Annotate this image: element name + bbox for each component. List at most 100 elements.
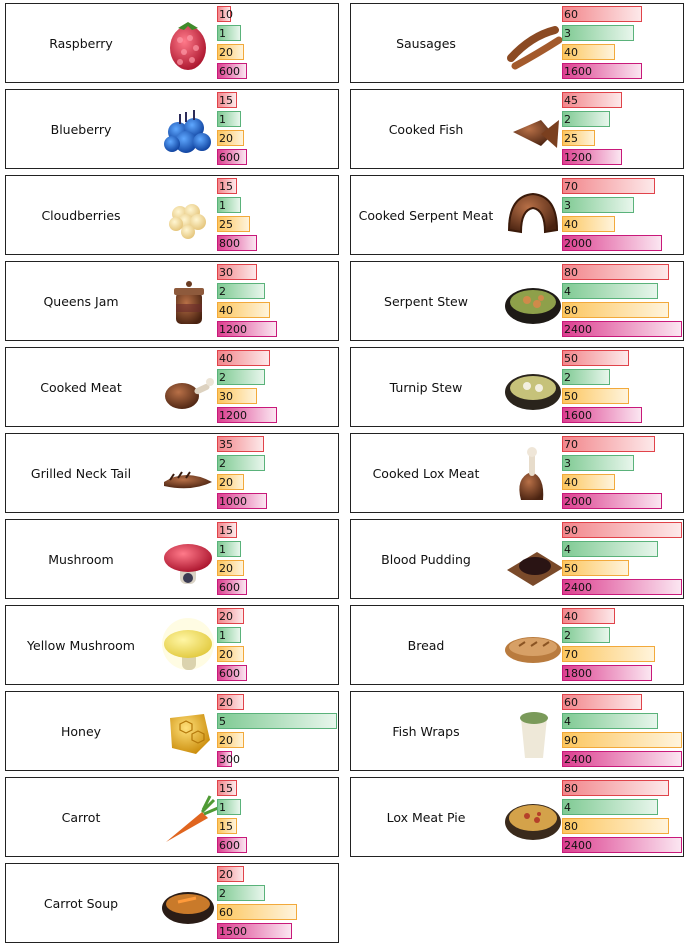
- food-card: Carrot Soup 20 2 60 1500: [5, 863, 339, 943]
- stat-bars: 20 2 60 1500: [217, 866, 337, 942]
- duration-bar: 1600: [562, 63, 642, 79]
- stamina-bar: 70: [562, 646, 655, 662]
- food-card: Bread 40 2 70 1800: [350, 605, 684, 685]
- food-card: Carrot 15 1 15 600: [5, 777, 339, 857]
- regen-bar: 4: [562, 713, 658, 729]
- food-card: Yellow Mushroom 20 1 20 600: [5, 605, 339, 685]
- stamina-bar: 40: [562, 216, 615, 232]
- food-card: Blueberry 15 1 20 600: [5, 89, 339, 169]
- food-card: Blood Pudding 90 4 50 2400: [350, 519, 684, 599]
- stat-bars: 60 4 90 2400: [562, 694, 682, 770]
- food-name: Cooked Lox Meat: [372, 465, 480, 481]
- food-card: Grilled Neck Tail 35 2 20 1000: [5, 433, 339, 513]
- regen-bar: 4: [562, 541, 658, 557]
- stamina-bar: 20: [217, 44, 244, 60]
- lox-meat-pie-icon: [501, 786, 565, 850]
- regen-bar: 2: [217, 885, 265, 901]
- health-bar: 60: [562, 694, 642, 710]
- regen-bar: 1: [217, 541, 241, 557]
- health-bar: 15: [217, 780, 237, 796]
- duration-bar: 300: [217, 751, 240, 767]
- health-bar: 40: [562, 608, 615, 624]
- honey-icon: [156, 700, 220, 764]
- duration-bar: 1000: [217, 493, 267, 509]
- food-name: Carrot Soup: [43, 895, 119, 911]
- duration-bar: 600: [217, 149, 247, 165]
- stamina-bar: 30: [217, 388, 257, 404]
- food-card: Cooked Lox Meat 70 3 40 2000: [350, 433, 684, 513]
- stat-bars: 10 1 20 600: [217, 6, 337, 82]
- stat-bars: 30 2 40 1200: [217, 264, 337, 340]
- blood-pudding-icon: [501, 528, 565, 592]
- stat-bars: 20 1 20 600: [217, 608, 337, 684]
- food-card: Raspberry 10 1 20 600: [5, 3, 339, 83]
- food-name: Cooked Serpent Meat: [358, 207, 494, 223]
- stat-bars: 40 2 30 1200: [217, 350, 337, 426]
- regen-bar: 2: [217, 283, 265, 299]
- duration-bar: 2000: [562, 235, 662, 251]
- carrot-soup-icon: [156, 872, 220, 936]
- fish-wraps-icon: [501, 700, 565, 764]
- cloudberries-icon: [156, 184, 220, 248]
- food-name: Grilled Neck Tail: [30, 465, 132, 481]
- stat-bars: 35 2 20 1000: [217, 436, 337, 512]
- food-card: Mushroom 15 1 20 600: [5, 519, 339, 599]
- health-bar: 20: [217, 608, 244, 624]
- duration-bar: 2400: [562, 837, 682, 853]
- health-bar: 20: [217, 866, 244, 882]
- stat-bars: 80 4 80 2400: [562, 780, 682, 856]
- food-name: Sausages: [396, 35, 456, 51]
- yellow-mushroom-icon: [156, 614, 220, 678]
- stamina-bar: 20: [217, 646, 244, 662]
- stamina-bar: 80: [562, 302, 669, 318]
- food-name: Cloudberries: [41, 207, 121, 223]
- food-card: Turnip Stew 50 2 50 1600: [350, 347, 684, 427]
- stamina-bar: 40: [562, 44, 615, 60]
- regen-bar: 5: [217, 713, 337, 729]
- duration-bar: 2000: [562, 493, 662, 509]
- food-card: Sausages 60 3 40 1600: [350, 3, 684, 83]
- regen-bar: 4: [562, 283, 658, 299]
- health-bar: 50: [562, 350, 629, 366]
- duration-bar: 1800: [562, 665, 652, 681]
- regen-bar: 1: [217, 799, 241, 815]
- regen-bar: 2: [562, 627, 610, 643]
- duration-bar: 2400: [562, 579, 682, 595]
- regen-bar: 4: [562, 799, 658, 815]
- stamina-bar: 20: [217, 560, 244, 576]
- food-name: Blood Pudding: [381, 551, 471, 567]
- duration-bar: 1600: [562, 407, 642, 423]
- regen-bar: 3: [562, 25, 634, 41]
- health-bar: 20: [217, 694, 244, 710]
- stat-bars: 50 2 50 1600: [562, 350, 682, 426]
- food-card: Serpent Stew 80 4 80 2400: [350, 261, 684, 341]
- stat-bars: 40 2 70 1800: [562, 608, 682, 684]
- food-card: Honey 20 5 20 300: [5, 691, 339, 771]
- stamina-bar: 20: [217, 474, 244, 490]
- regen-bar: 3: [562, 455, 634, 471]
- food-name: Honey: [60, 723, 102, 739]
- stamina-bar: 80: [562, 818, 669, 834]
- duration-bar: 1200: [562, 149, 622, 165]
- stat-bars: 15 1 15 600: [217, 780, 337, 856]
- carrot-icon: [156, 786, 220, 850]
- duration-bar: 1200: [217, 321, 277, 337]
- stamina-bar: 40: [217, 302, 270, 318]
- health-bar: 15: [217, 92, 237, 108]
- raspberry-icon: [156, 12, 220, 76]
- bread-icon: [501, 614, 565, 678]
- duration-bar: 600: [217, 665, 247, 681]
- food-name: Lox Meat Pie: [386, 809, 466, 825]
- stat-bars: 80 4 80 2400: [562, 264, 682, 340]
- regen-bar: 2: [562, 369, 610, 385]
- regen-bar: 1: [217, 25, 241, 41]
- duration-bar: 600: [217, 837, 247, 853]
- regen-bar: 1: [217, 197, 241, 213]
- sausages-icon: [501, 12, 565, 76]
- health-bar: 35: [217, 436, 264, 452]
- stat-bars: 90 4 50 2400: [562, 522, 682, 598]
- regen-bar: 1: [217, 111, 241, 127]
- grilled-neck-tail-icon: [156, 442, 220, 506]
- stamina-bar: 25: [562, 130, 595, 146]
